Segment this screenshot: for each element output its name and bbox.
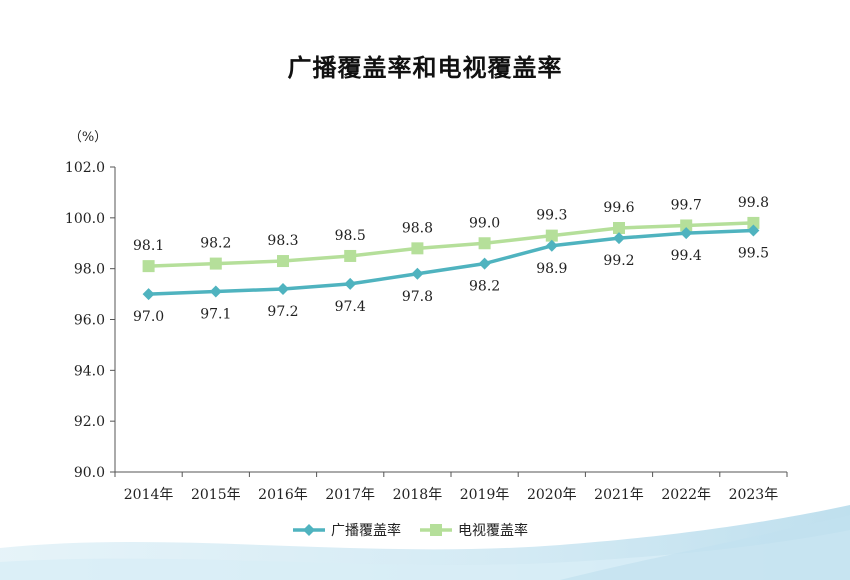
broadcast-data-point [344, 277, 357, 290]
x-tick-label: 2023年 [729, 487, 779, 503]
tv-data-label: 99.8 [738, 195, 769, 211]
x-tick-label: 2017年 [325, 487, 375, 503]
tv-data-label: 99.6 [603, 200, 634, 216]
tv-data-point [209, 257, 222, 270]
data-labels-layer: 98.1 98.2 98.3 98.5 98.8 99.0 99.3 99.6 99.7 99.8… [133, 195, 769, 325]
broadcast-data-point [680, 227, 693, 240]
broadcast-legend-marker [303, 524, 315, 536]
background-wave-decoration [0, 505, 850, 580]
tv-data-point [142, 260, 155, 273]
broadcast-data-point [209, 285, 222, 298]
x-tick-label: 2021年 [594, 487, 644, 503]
broadcast-data-label: 98.2 [469, 279, 500, 295]
x-tick-label: 2022年 [661, 487, 711, 503]
axes: 90.0 92.0 94.0 96.0 98.0 100.0 102.0 （%） 2014年 20… [65, 130, 788, 503]
broadcast-data-label: 97.2 [267, 304, 298, 320]
y-tick-label: 100.0 [65, 211, 105, 227]
broadcast-data-point [747, 224, 760, 237]
broadcast-data-label: 99.4 [671, 248, 702, 264]
y-tick-label: 102.0 [65, 160, 105, 176]
tv-data-point [680, 219, 693, 232]
y-tick-label: 96.0 [74, 313, 105, 329]
series-layer [142, 216, 760, 301]
y-tick-label: 92.0 [74, 414, 105, 430]
tv-data-label: 98.5 [335, 228, 366, 244]
x-tick-label: 2016年 [258, 487, 308, 503]
tv-data-label: 98.1 [133, 238, 164, 254]
y-tick-label: 98.0 [74, 262, 105, 278]
chart-title: 广播覆盖率和电视覆盖率 [287, 53, 563, 82]
x-tick-label: 2015年 [191, 487, 241, 503]
tv-data-point [747, 216, 760, 229]
x-tick-label: 2019年 [460, 487, 510, 503]
y-tick-label: 90.0 [74, 465, 105, 481]
tv-data-label: 98.2 [200, 236, 231, 252]
y-axis-unit-label: （%） [69, 130, 107, 145]
broadcast-data-point [613, 232, 625, 245]
tv-data-label: 99.0 [469, 215, 500, 231]
tv-data-point [613, 222, 625, 234]
broadcast-data-point [277, 283, 289, 295]
y-tick-label: 94.0 [74, 363, 105, 379]
tv-legend-label: 电视覆盖率 [458, 522, 528, 539]
broadcast-data-point [545, 239, 558, 252]
x-tick-label: 2018年 [393, 487, 443, 503]
broadcast-data-label: 99.5 [738, 246, 769, 262]
tv-data-label: 98.8 [402, 220, 433, 236]
broadcast-data-point [142, 288, 155, 301]
broadcast-data-label: 97.0 [133, 309, 164, 325]
tv-legend-marker [430, 524, 442, 536]
broadcast-legend-label: 广播覆盖率 [331, 522, 401, 539]
tv-series-line [148, 221, 754, 268]
broadcast-data-point [411, 267, 424, 280]
tv-data-point [344, 249, 357, 262]
tv-data-label: 98.3 [267, 233, 298, 249]
tv-data-label: 99.7 [671, 197, 702, 213]
broadcast-data-label: 97.8 [402, 289, 433, 305]
legend: 广播覆盖率 电视覆盖率 [293, 522, 528, 539]
x-tick-label: 2020年 [527, 487, 577, 503]
broadcast-data-label: 97.4 [335, 299, 366, 315]
wave-shape [560, 515, 850, 580]
broadcast-data-point [478, 257, 491, 270]
broadcast-data-label: 99.2 [603, 253, 634, 269]
broadcast-data-label: 97.1 [200, 307, 231, 323]
broadcast-data-label: 98.9 [536, 261, 567, 277]
tv-data-point [411, 242, 424, 255]
tv-data-point [545, 229, 558, 242]
tv-data-point [478, 237, 491, 250]
tv-data-label: 99.3 [536, 208, 567, 224]
broadcast-series-line [148, 228, 754, 296]
x-tick-label: 2014年 [124, 487, 174, 503]
tv-data-point [277, 255, 289, 268]
